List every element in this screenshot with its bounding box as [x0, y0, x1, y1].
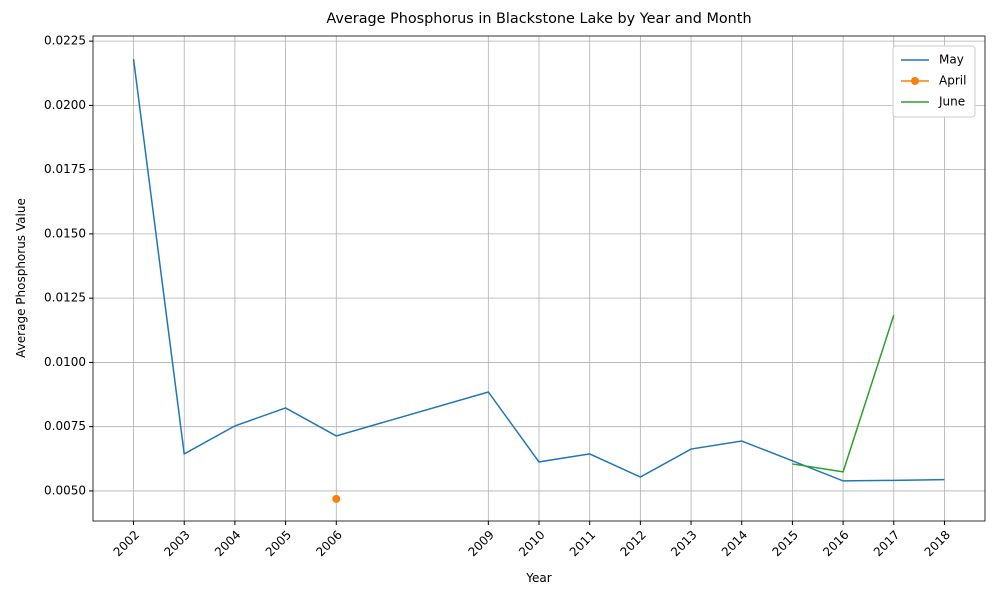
y-tick-label: 0.0225: [44, 34, 86, 48]
x-tick-label: 2013: [668, 528, 699, 559]
legend-label: May: [939, 53, 964, 67]
line: [132, 59, 945, 482]
x-tick-label: 2012: [617, 528, 648, 559]
plot-frame: [92, 35, 986, 522]
x-tick-label: 2004: [212, 528, 243, 559]
x-tick-label: 2016: [820, 528, 851, 559]
y-tick-label: 0.0100: [44, 355, 86, 369]
legend-marker: [911, 77, 919, 85]
y-tick-label: 0.0125: [44, 291, 86, 305]
chart-title: Average Phosphorus in Blackstone Lake by…: [326, 11, 751, 27]
y-tick-label: 0.0050: [44, 483, 86, 497]
y-axis-label: Average Phosphorus Value: [14, 198, 28, 358]
legend-label: June: [938, 95, 965, 109]
point: [332, 494, 341, 503]
x-tick-label: 2005: [263, 528, 294, 559]
x-tick-label: 2018: [922, 528, 953, 559]
legend-label: April: [939, 74, 966, 88]
x-tick-label: 2017: [871, 528, 902, 559]
line: [792, 314, 895, 473]
x-tick-label: 2002: [111, 528, 142, 559]
x-tick-label: 2006: [313, 528, 344, 559]
y-tick-label: 0.0075: [44, 419, 86, 433]
x-tick-label: 2015: [770, 528, 801, 559]
y-tick-label: 0.0200: [44, 98, 86, 112]
x-tick-label: 2010: [516, 528, 547, 559]
x-tick-label: 2011: [567, 528, 598, 559]
x-tick-label: 2003: [161, 528, 192, 559]
x-tick-label: 2009: [465, 528, 496, 559]
y-tick-label: 0.0175: [44, 162, 86, 176]
x-axis-label: Year: [525, 571, 551, 585]
x-tick-label: 2014: [719, 528, 750, 559]
y-tick-label: 0.0150: [44, 226, 86, 240]
legend-box: [892, 45, 976, 118]
